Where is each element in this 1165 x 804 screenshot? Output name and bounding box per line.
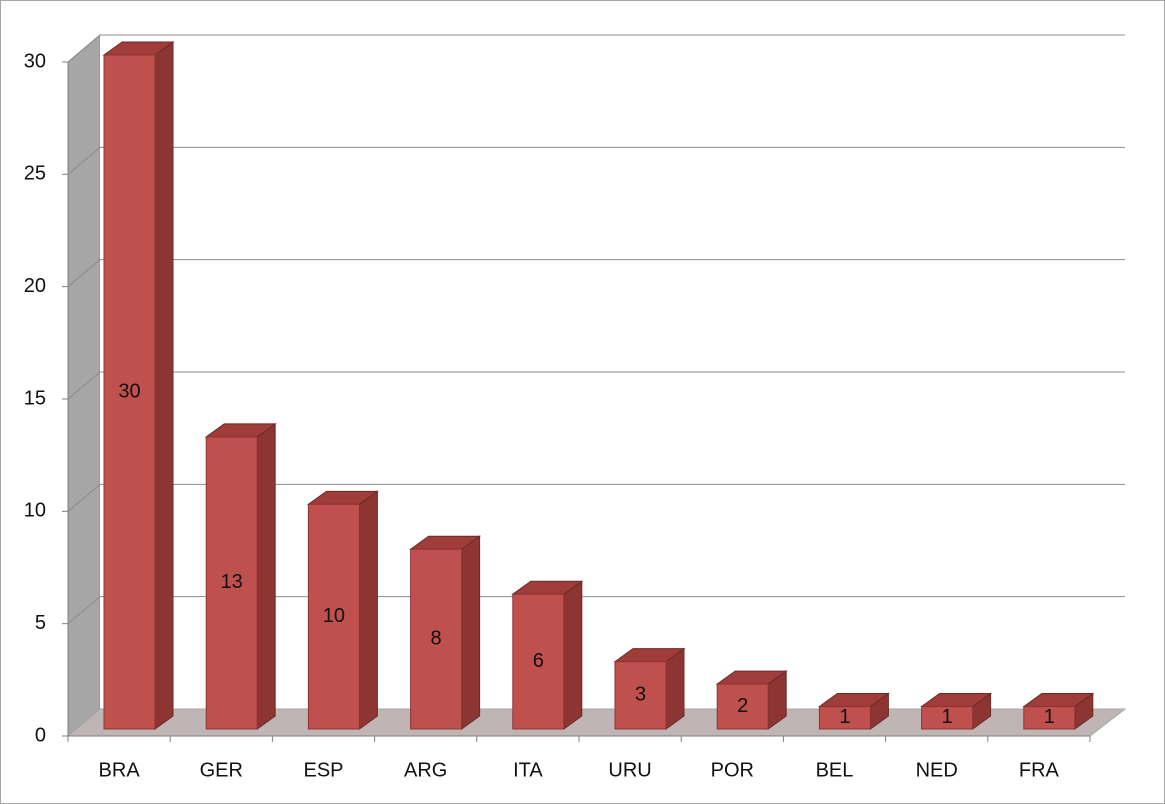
value-label: 6 xyxy=(533,650,544,672)
value-label: 3 xyxy=(635,684,646,706)
grid-line xyxy=(67,596,101,625)
x-tick-label: POR xyxy=(711,759,754,781)
bar xyxy=(307,503,360,730)
grid-line xyxy=(67,146,101,175)
value-label: 1 xyxy=(942,706,953,728)
value-label: 2 xyxy=(737,695,748,717)
value-label: 30 xyxy=(118,380,140,402)
bar-side xyxy=(665,647,685,730)
grid-line xyxy=(67,34,101,63)
grid-line xyxy=(67,259,101,288)
value-label: 13 xyxy=(221,571,243,593)
bar xyxy=(410,548,463,730)
x-tick-label: BRA xyxy=(99,759,141,781)
x-tick-label: GER xyxy=(200,759,243,781)
y-tick-label: 0 xyxy=(35,724,46,746)
y-tick-label: 30 xyxy=(24,50,46,72)
bar xyxy=(103,54,156,730)
bar-side xyxy=(461,535,481,730)
y-tick-label: 15 xyxy=(24,387,46,409)
grid-line xyxy=(67,483,101,512)
y-tick-label: 5 xyxy=(35,612,46,634)
bar-side xyxy=(563,580,583,730)
bar-side xyxy=(256,422,276,730)
bar xyxy=(921,706,974,730)
x-tick-label: BEL xyxy=(816,759,854,781)
bar xyxy=(818,706,871,730)
bar xyxy=(1023,706,1076,730)
bar xyxy=(205,436,258,730)
x-tick-label: ARG xyxy=(404,759,447,781)
y-tick-label: 25 xyxy=(24,163,46,185)
bar-side xyxy=(154,41,174,730)
x-tick-label: URU xyxy=(608,759,651,781)
value-label: 1 xyxy=(1044,706,1055,728)
x-tick-label: NED xyxy=(916,759,958,781)
y-tick-label: 10 xyxy=(24,500,46,522)
x-tick-label: FRA xyxy=(1019,759,1060,781)
bar-side xyxy=(358,490,378,730)
grid-line xyxy=(67,371,101,400)
x-tick-label: ITA xyxy=(513,759,543,781)
y-tick-label: 20 xyxy=(24,275,46,297)
bar xyxy=(716,683,769,730)
bar xyxy=(614,661,667,730)
value-label: 10 xyxy=(323,605,345,627)
value-label: 8 xyxy=(431,627,442,649)
bar xyxy=(512,593,565,730)
value-label: 1 xyxy=(839,706,850,728)
x-tick-label: ESP xyxy=(303,759,343,781)
